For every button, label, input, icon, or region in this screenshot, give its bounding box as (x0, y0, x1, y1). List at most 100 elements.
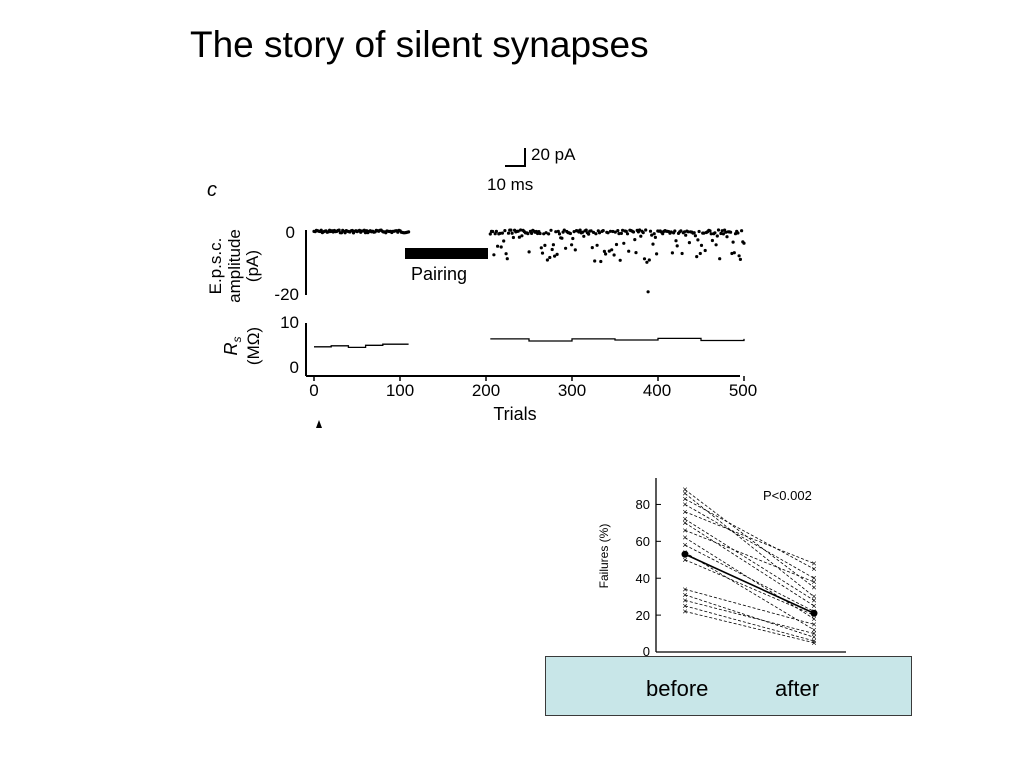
epsc-point (724, 230, 728, 234)
epsc-point (582, 234, 586, 238)
cell-pair-line (684, 611, 815, 644)
x-tick-300: 300 (558, 381, 586, 400)
epsc-point (708, 229, 712, 233)
condition-after-label: after (775, 676, 820, 701)
epsc-point (510, 231, 514, 235)
epsc-tick-0: 0 (286, 223, 295, 242)
p-value-annotation: P<0.002 (763, 488, 812, 503)
epsc-point (505, 257, 509, 261)
epsc-point (618, 258, 622, 262)
cell-point: × (682, 507, 687, 517)
epsc-point (652, 232, 656, 236)
epsc-point (516, 229, 520, 233)
rs-trace-segment (314, 343, 409, 349)
mean-point (681, 550, 689, 558)
epsc-point (740, 229, 744, 233)
cell-point: × (682, 514, 687, 524)
epsc-point (597, 231, 602, 235)
x-tick-0: 0 (309, 381, 318, 400)
epsc-point (407, 230, 411, 234)
rs-tick-10: 10 (280, 313, 299, 332)
mean-point (810, 609, 818, 617)
cell-point: × (682, 584, 687, 594)
rs-axis-label-unit: (MΩ) (244, 327, 263, 365)
cell-pair-line (684, 544, 815, 612)
epsc-point (509, 228, 513, 232)
epsc-point (679, 229, 683, 233)
epsc-point (571, 236, 575, 241)
epsc-point (496, 244, 500, 248)
x-tick-400: 400 (643, 381, 671, 400)
epsc-point (646, 290, 650, 294)
epsc-point (673, 229, 677, 233)
epsc-point (645, 260, 649, 264)
epsc-point (695, 255, 699, 259)
epsc-point (494, 229, 498, 233)
epsc-point (519, 228, 523, 232)
epsc-point (491, 229, 495, 234)
epsc-point (530, 231, 534, 235)
cell-pair-line (684, 518, 815, 601)
epsc-point (634, 251, 638, 255)
cell-point: × (811, 632, 816, 642)
cell-point: × (682, 518, 687, 528)
epsc-point (554, 230, 558, 234)
cell-point: × (811, 629, 816, 639)
epsc-point (572, 230, 576, 234)
epsc-point (606, 231, 610, 235)
cell-pair-line (684, 511, 815, 564)
epsc-point (551, 243, 555, 247)
epsc-point (687, 241, 691, 245)
epsc-point (504, 252, 508, 256)
x-tick-100: 100 (386, 381, 414, 400)
epsc-point (699, 243, 704, 247)
epsc-point (737, 254, 741, 258)
epsc-point (702, 231, 706, 235)
epsc-point (540, 251, 545, 255)
epsc-point (581, 230, 585, 234)
epsc-point (616, 229, 620, 233)
cell-pair-line (684, 489, 815, 588)
epsc-scatter (312, 228, 746, 294)
pairing-label: Pairing (411, 264, 467, 284)
figure-c-epsc-plot: c 20 pA 10 ms E.p.s.c. amplitude (pA) 0 … (206, 145, 757, 428)
cell-point: × (682, 601, 687, 611)
epsc-point (631, 230, 636, 234)
failures-tick-0: 0 (643, 644, 650, 659)
epsc-axis-label-line-1: E.p.s.c. (206, 238, 225, 295)
cell-point: × (682, 555, 687, 565)
cell-point: × (682, 606, 687, 616)
epsc-point (362, 228, 366, 232)
cell-point: × (811, 558, 816, 568)
epsc-point (547, 232, 551, 236)
cell-point: × (811, 573, 816, 583)
pairing-bar (405, 248, 488, 259)
epsc-point (573, 248, 577, 252)
epsc-point (686, 230, 690, 234)
epsc-point (488, 232, 492, 236)
epsc-point (714, 243, 718, 247)
epsc-point (527, 250, 531, 254)
epsc-point (713, 231, 717, 235)
epsc-point (650, 233, 654, 237)
cell-point: × (682, 525, 687, 535)
epsc-point (506, 231, 511, 235)
epsc-axis-label-line-2: amplitude (225, 229, 244, 303)
epsc-point (593, 259, 597, 263)
epsc-point (542, 232, 546, 236)
epsc-point (738, 257, 743, 261)
rs-axis-label-symbol: Rs (221, 337, 244, 356)
cell-point: × (811, 636, 816, 646)
epsc-point (500, 231, 504, 235)
rs-axis-label: Rs (MΩ) (221, 327, 263, 365)
failures-pairs: ×××××××××××××××××××××××××××××××××× (681, 485, 818, 648)
epsc-point (564, 246, 568, 250)
epsc-point (591, 230, 596, 234)
epsc-point (562, 228, 566, 232)
epsc-point (638, 228, 642, 232)
epsc-point (674, 239, 678, 243)
epsc-point (568, 231, 572, 236)
cell-point: × (811, 601, 816, 611)
epsc-point (560, 236, 564, 240)
epsc-point (670, 251, 674, 255)
